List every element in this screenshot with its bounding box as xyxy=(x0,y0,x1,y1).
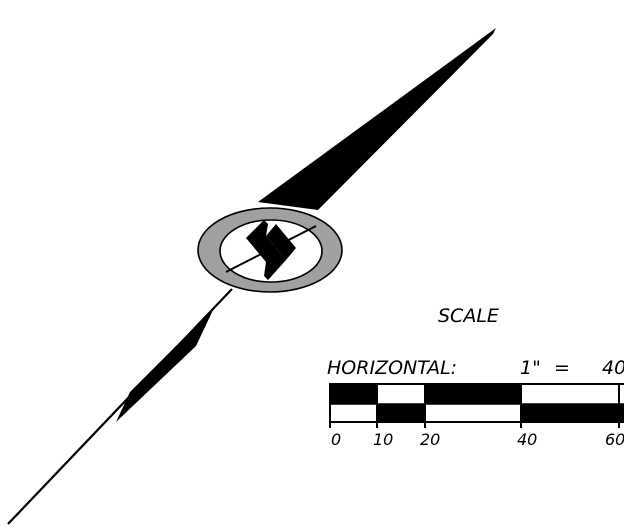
scale-tick-label-10: 10 xyxy=(373,430,393,449)
scale-segment xyxy=(521,404,624,422)
scale-tick-label-20: 20 xyxy=(420,430,440,449)
scale-segment xyxy=(521,384,624,404)
north-arrow-lower-wedge xyxy=(116,308,214,422)
north-arrow-needle xyxy=(258,28,496,210)
scale-tick-label-0: 0 xyxy=(331,430,341,449)
scale-segment xyxy=(330,384,377,404)
scale-segment xyxy=(425,384,521,404)
scale-block: SCALE HORIZONTAL: 1" = 40 xyxy=(327,305,624,449)
scale-tick-label-40: 40 xyxy=(517,430,537,449)
scale-title: SCALE xyxy=(438,305,499,327)
scale-bar xyxy=(329,383,624,428)
scale-ratio-equals: = xyxy=(554,357,570,379)
scale-segment xyxy=(377,384,425,404)
scale-segment xyxy=(425,404,521,422)
scale-tick-label-60: 60 xyxy=(605,430,624,449)
scale-ratio-right: 40 xyxy=(602,357,624,379)
scale-horizontal-label: HORIZONTAL: xyxy=(327,357,457,379)
north-n-icon xyxy=(225,220,317,280)
scale-segment xyxy=(377,404,425,422)
north-arrow xyxy=(7,28,496,525)
scale-segment xyxy=(330,404,377,422)
scale-ratio-left: 1" xyxy=(520,357,541,379)
